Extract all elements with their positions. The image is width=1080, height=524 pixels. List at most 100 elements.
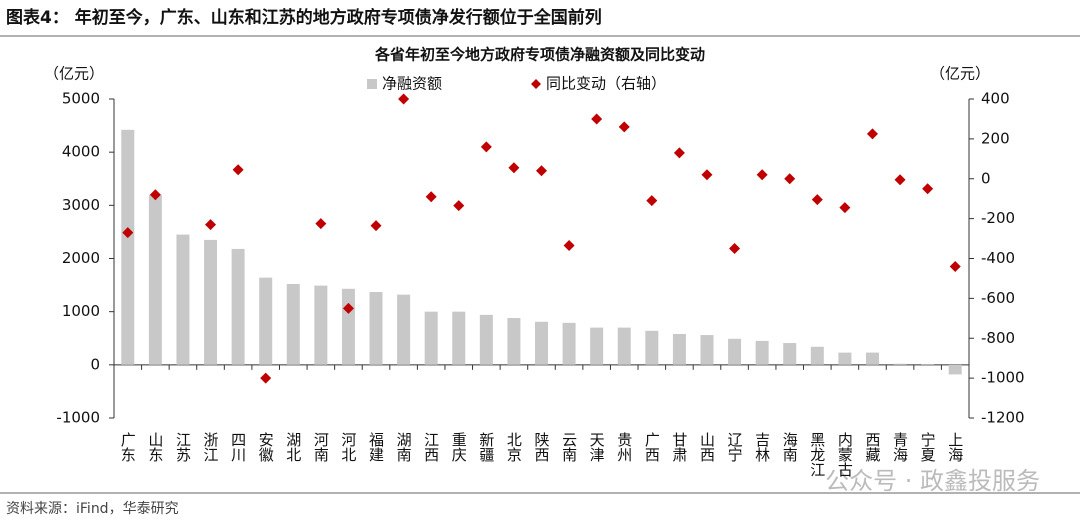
y2-tick-label: -400 <box>981 249 1015 267</box>
x-tick-label: 新疆 <box>477 432 495 462</box>
x-tick-label: 山西 <box>698 432 716 462</box>
bar <box>645 330 659 365</box>
x-tick-label: 湖北 <box>284 432 302 462</box>
bar <box>755 340 769 365</box>
diamond-marker <box>232 164 244 176</box>
bar <box>121 129 135 365</box>
x-tick-label: 上海 <box>946 432 964 462</box>
diamond-marker <box>646 195 658 207</box>
y2-tick-label: -600 <box>981 289 1015 307</box>
diamond-marker <box>673 147 685 159</box>
bar <box>286 284 300 365</box>
bar <box>948 364 962 375</box>
diamond-marker <box>508 162 520 174</box>
bar <box>590 327 604 365</box>
bar <box>617 327 631 365</box>
x-tick-label: 辽宁 <box>726 432 744 462</box>
diamond-marker <box>480 141 492 153</box>
y-tick-label: 4000 <box>62 143 100 161</box>
x-tick-label: 宁夏 <box>919 432 937 462</box>
x-tick-label: 青海 <box>891 432 909 462</box>
diamond-marker <box>894 174 906 186</box>
bar <box>397 294 411 365</box>
diamond-marker <box>784 173 796 185</box>
diamond-marker <box>453 200 465 212</box>
x-tick-label: 吉林 <box>753 432 771 462</box>
diamond-marker <box>205 219 217 231</box>
source: 资料来源：iFind，华泰研究 <box>6 501 179 517</box>
bar <box>507 318 521 365</box>
x-tick-label: 福建 <box>367 432 385 462</box>
x-tick-label: 内蒙古 <box>836 432 854 477</box>
bar <box>204 239 218 365</box>
diamond-marker <box>729 243 741 255</box>
diamond-marker <box>949 260 961 272</box>
y-tick-label: -1000 <box>56 409 100 427</box>
bar <box>865 352 879 365</box>
y2-tick-label: 200 <box>981 129 1010 147</box>
x-tick-label: 甘肃 <box>670 432 688 462</box>
bar <box>424 311 438 365</box>
x-tick-label: 安徽 <box>257 432 275 462</box>
x-tick-label: 广西 <box>643 432 661 462</box>
legend-label: 净融资额 <box>382 75 442 93</box>
y-tick-label: 5000 <box>62 90 100 108</box>
bar <box>810 346 824 365</box>
bar <box>893 363 907 365</box>
y-tick-label: 1000 <box>62 302 100 320</box>
x-tick-label: 黑龙江 <box>808 432 826 477</box>
diamond-marker <box>811 194 823 206</box>
diamond-marker <box>425 191 437 203</box>
diamond-marker <box>563 240 575 252</box>
bar <box>700 335 714 365</box>
x-tick-label: 重庆 <box>450 432 468 462</box>
x-tick-label: 河南 <box>312 432 330 462</box>
legend-swatch <box>531 79 541 89</box>
bar <box>921 364 935 365</box>
diamond-marker <box>122 227 134 239</box>
watermark: 公众号 · 政鑫投服务 <box>825 467 1040 495</box>
bar <box>341 288 355 365</box>
bar <box>562 322 576 365</box>
x-tick-label: 山东 <box>146 432 164 462</box>
y-tick-label: 2000 <box>62 249 100 267</box>
diamond-marker <box>701 169 713 181</box>
y2-tick-label: 0 <box>981 169 991 187</box>
diamond-marker <box>756 169 768 181</box>
y2-axis-label: （亿元） <box>930 65 990 83</box>
y-tick-label: 3000 <box>62 196 100 214</box>
y-axis-label: （亿元） <box>44 65 104 83</box>
bar <box>148 194 162 365</box>
x-tick-label: 广东 <box>119 432 137 462</box>
x-tick-label: 西藏 <box>863 432 881 463</box>
x-tick-label: 天津 <box>588 432 606 462</box>
diamond-marker <box>315 218 327 230</box>
diamond-marker <box>370 220 382 232</box>
x-tick-label: 四川 <box>229 432 247 462</box>
legend-swatch <box>367 79 377 89</box>
diamond-marker <box>839 202 851 214</box>
x-tick-label: 江西 <box>422 432 440 462</box>
x-tick-label: 海南 <box>781 432 799 462</box>
diamond-marker <box>591 113 603 125</box>
diamond-marker <box>398 93 410 105</box>
x-tick-label: 浙江 <box>202 432 220 462</box>
diamond-marker <box>922 183 934 195</box>
legend-label: 同比变动（右轴） <box>546 75 666 93</box>
bar <box>176 234 190 365</box>
bar <box>838 352 852 365</box>
y2-tick-label: 400 <box>981 90 1010 108</box>
diamond-marker <box>536 165 547 177</box>
y2-tick-label: -1200 <box>981 409 1025 427</box>
x-tick-label: 江苏 <box>174 432 192 463</box>
diamond-marker <box>342 302 354 314</box>
y2-tick-label: -1000 <box>981 369 1025 387</box>
y-tick-label: 0 <box>90 355 100 373</box>
diamond-marker <box>149 189 161 201</box>
x-tick-label: 陕西 <box>533 432 551 462</box>
bar <box>231 248 245 365</box>
diamond-marker <box>618 121 630 133</box>
y2-tick-label: -800 <box>981 329 1015 347</box>
bar <box>535 321 548 365</box>
